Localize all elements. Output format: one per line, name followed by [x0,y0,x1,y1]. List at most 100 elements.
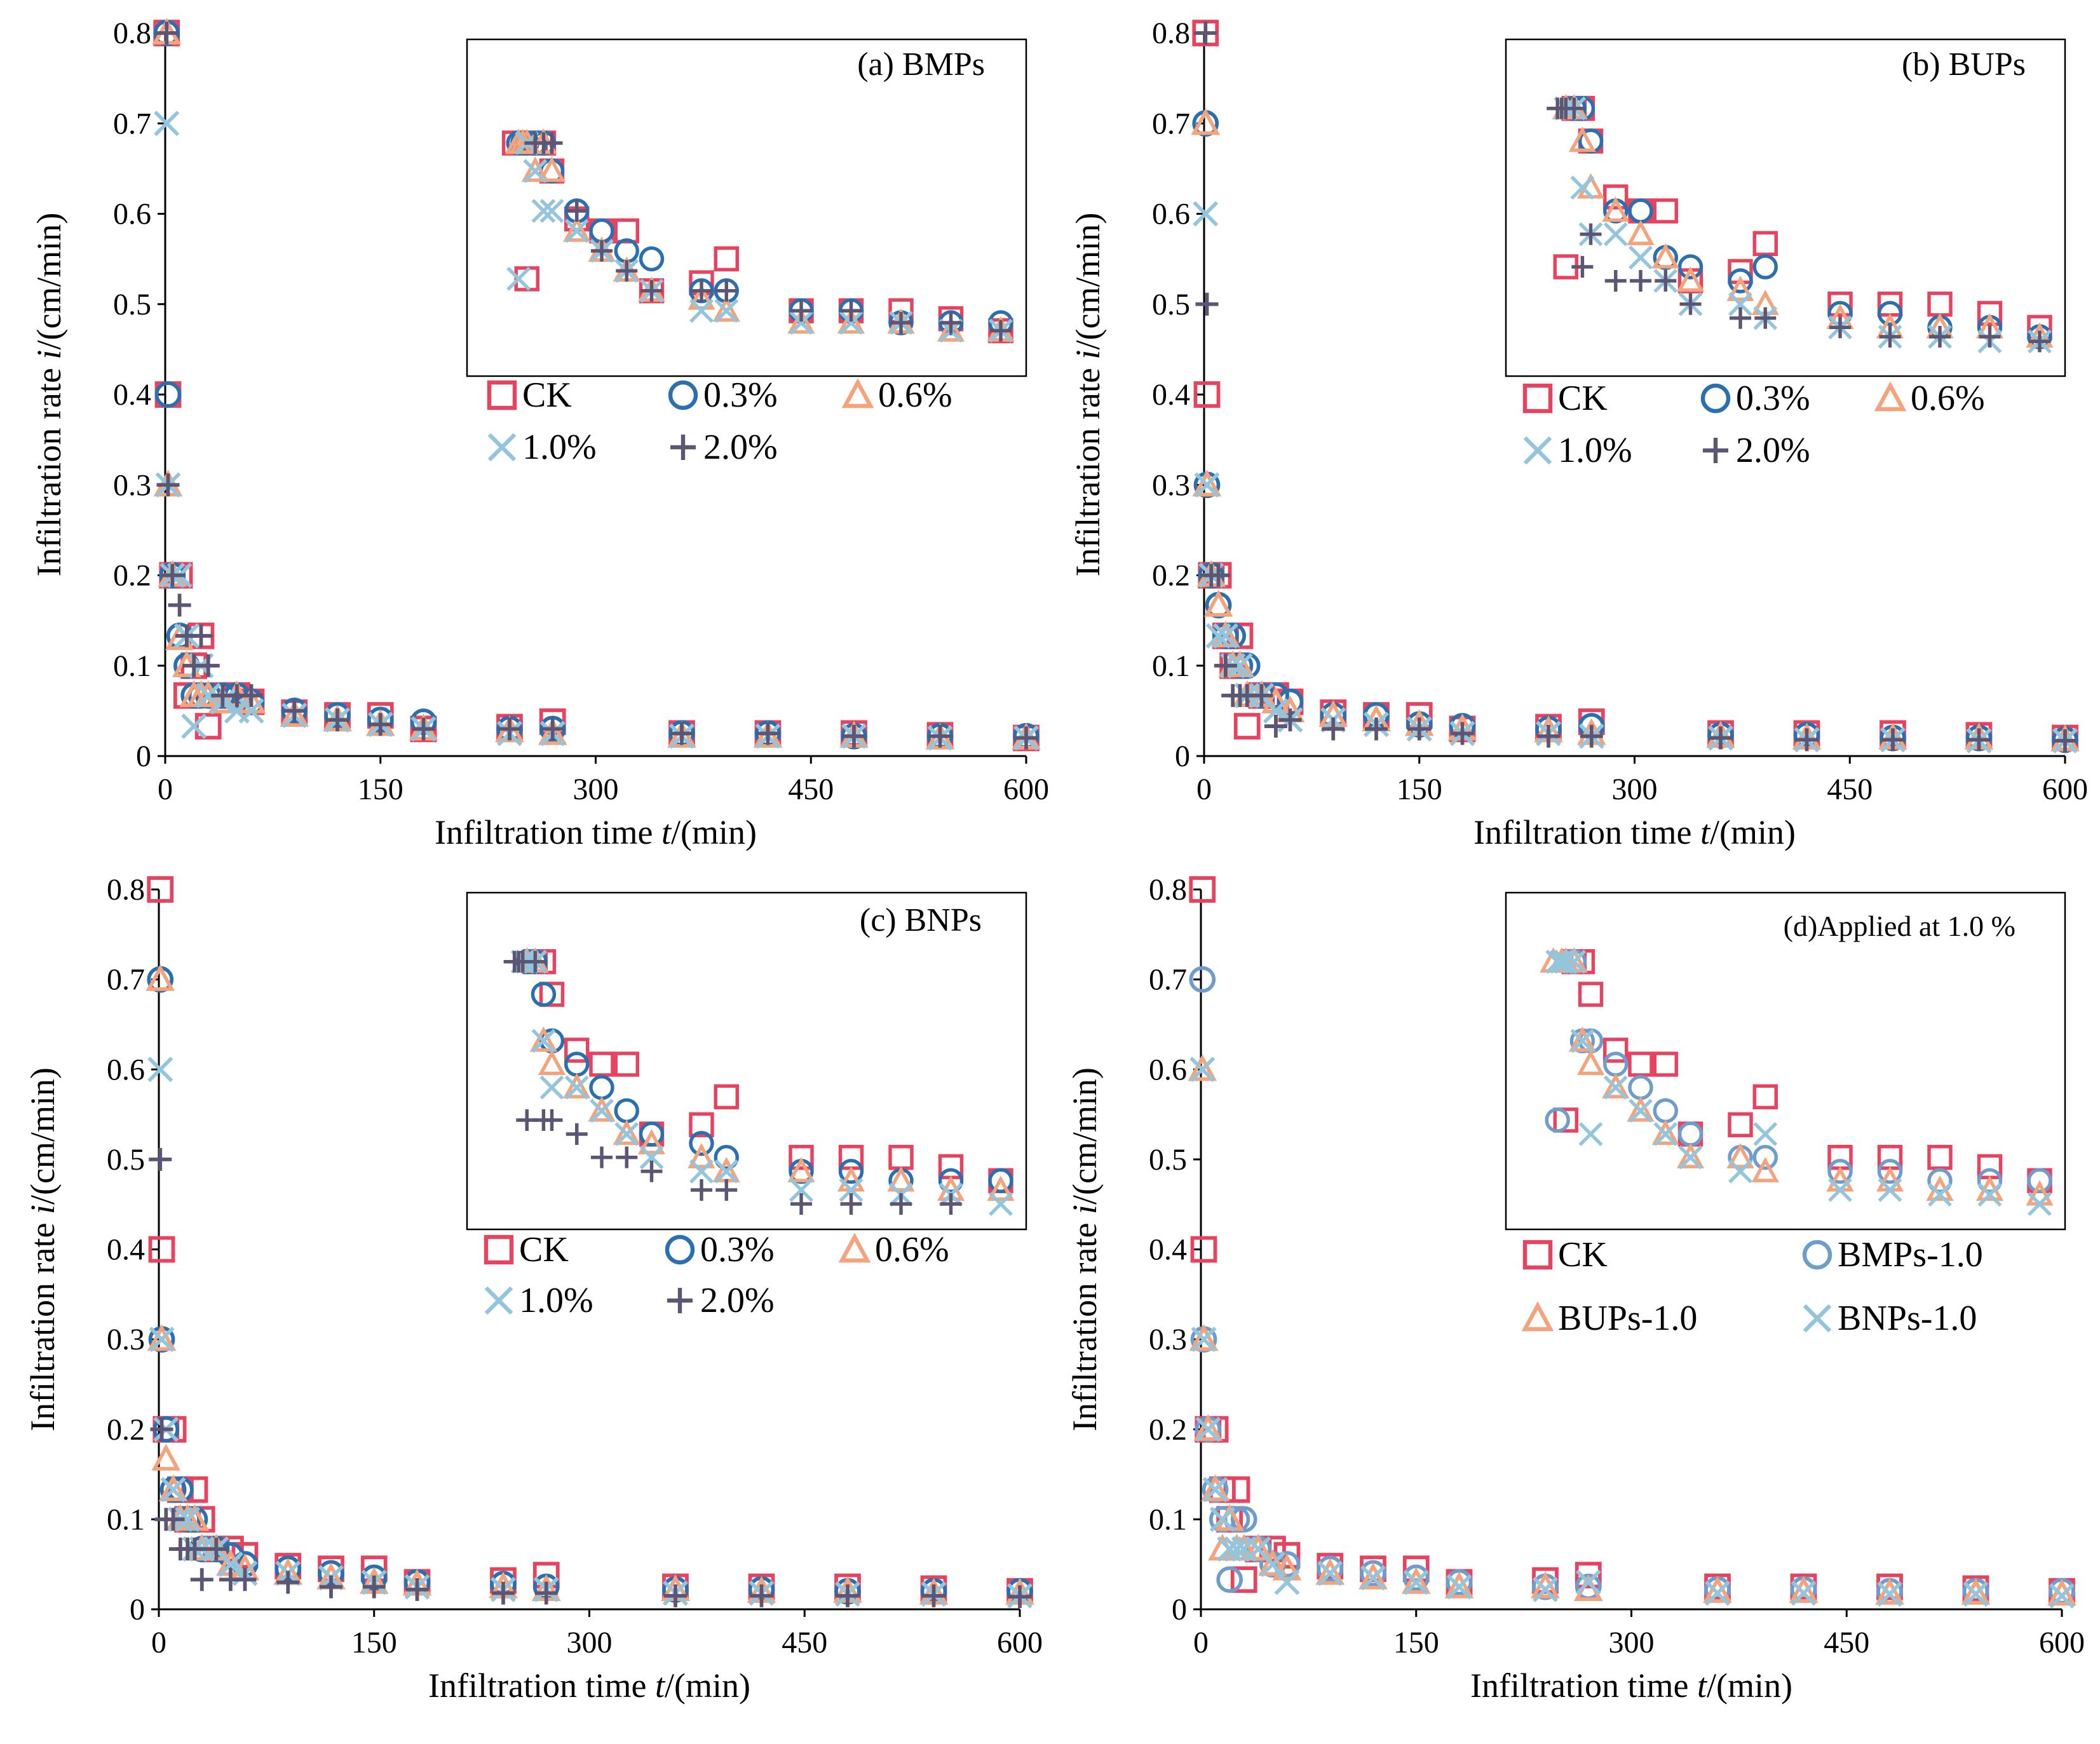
legend-marker [1521,1301,1554,1332]
inset-point [1676,1142,1705,1168]
y-tick-label: 0.1 [107,1503,145,1536]
inset-point [637,1128,666,1154]
inset-point [1653,1051,1678,1077]
inset-box [1505,891,2066,1231]
x-axis-label: Infiltration time t/(min) [428,1666,750,1705]
inset-point [940,312,962,334]
data-point [538,718,567,745]
inset-point [1752,1144,1778,1170]
inset-box [1505,38,2066,377]
legend-marker [841,378,874,409]
x-axis-label: Infiltration time t/(min) [435,813,757,851]
data-point [1227,652,1253,679]
legend-label: 2.0% [700,1281,775,1320]
inset-point [1754,307,1777,329]
inset-point [1728,292,1752,316]
inset-point [1728,1159,1752,1184]
data-point [146,964,175,991]
panel-a: 0 0.1 0.2 0.3 0.4 0.5 0.6 0.7 0.8 0 150 300 450 600 In… [30,17,1049,851]
x-tick-label: 450 [1827,773,1873,806]
data-point [498,717,521,741]
inset-point [1677,254,1704,280]
x-axis-label-part: Infiltration time [435,813,661,851]
data-point [756,722,780,745]
inset-point [1977,301,2003,327]
data-point [1015,726,1038,750]
legend-label: CK [519,1230,569,1269]
data-point [181,713,207,740]
y-tick-label: 0 [1175,740,1190,773]
inset-point [1627,1096,1655,1122]
data-point [1216,1566,1243,1593]
data-point [1205,623,1231,649]
data-point [1401,1567,1431,1594]
inset-point [614,1122,639,1146]
inset-box [466,38,1027,377]
data-point [1795,728,1819,752]
data-point [1317,1555,1344,1583]
data-point [1192,470,1222,497]
x-tick-label: 0 [151,1626,166,1660]
x-tick-label: 300 [567,1626,613,1660]
data-point [1575,1569,1601,1595]
x-tick-label: 450 [788,773,834,806]
legend-marker [1522,1240,1553,1270]
panel-c: 0 0.1 0.2 0.3 0.4 0.5 0.6 0.7 0.8 0 150 300 450 600 In… [24,873,1043,1705]
data-point [1317,1560,1343,1586]
inset-point [1726,1142,1754,1168]
data-point [1407,717,1431,741]
legend-label: 1.0% [1558,431,1632,470]
inset-point [790,300,812,322]
y-axis-label-part: Infiltration rate [30,360,68,577]
data-point [1315,1558,1345,1585]
x-tick-label: 450 [782,1626,827,1660]
data-point [147,1324,177,1351]
x-axis-label-part: t [655,1666,666,1705]
inset-point [1752,254,1778,280]
y-tick-label: 0.5 [113,288,151,321]
data-point [280,700,309,727]
legend-marker [487,380,517,410]
inset-point [521,156,549,182]
x-tick-label: 450 [1824,1626,1869,1660]
legend-marker [1874,381,1907,412]
y-tick-label: 0.2 [1149,1413,1187,1447]
data-point [1243,1534,1273,1561]
data-point [1365,717,1388,741]
legend-marker [484,1286,513,1315]
x-axis-label-part: /(min) [1707,1666,1792,1705]
legend-label: 0.6% [1911,379,1985,418]
y-axis-label-part: Infiltration rate [24,1214,62,1431]
y-tick-label: 0.3 [113,468,151,502]
inset-point [1578,982,1604,1007]
data-point [161,564,184,587]
data-point [362,1575,386,1599]
data-point [156,473,180,497]
x-axis-label-part: Infiltration time [1473,813,1700,851]
data-point [150,1417,173,1441]
inset-point [714,299,739,323]
data-point [1230,1566,1257,1593]
x-tick-label: 600 [997,1626,1043,1660]
panel-title: (d)Applied at 1.0 % [1784,910,2015,942]
y-axis-label: Infiltration rate i/(cm/min) [1066,1067,1104,1431]
inset-point [712,296,740,322]
inset-point [787,308,815,334]
inset-point [506,266,531,291]
data-point [147,876,174,903]
data-point [151,1443,181,1471]
y-tick-label: 0.6 [1152,198,1190,231]
x-tick-label: 0 [158,773,173,806]
inset-point [989,1192,1013,1216]
legend-label: 0.3% [1736,379,1810,418]
inset-point [640,1160,663,1182]
data-point [1580,724,1603,748]
y-tick-label: 0.2 [107,1413,145,1447]
legend: CK BMPs-1.0 BUPs-1.0 BNPs-1.0 [1521,1235,1983,1338]
y-tick-label: 0.2 [1152,559,1190,593]
data-point [1967,728,1991,752]
inset-point [1629,245,1653,270]
data-point [154,111,180,137]
data-point [1532,1576,1559,1602]
data-point [196,654,220,677]
